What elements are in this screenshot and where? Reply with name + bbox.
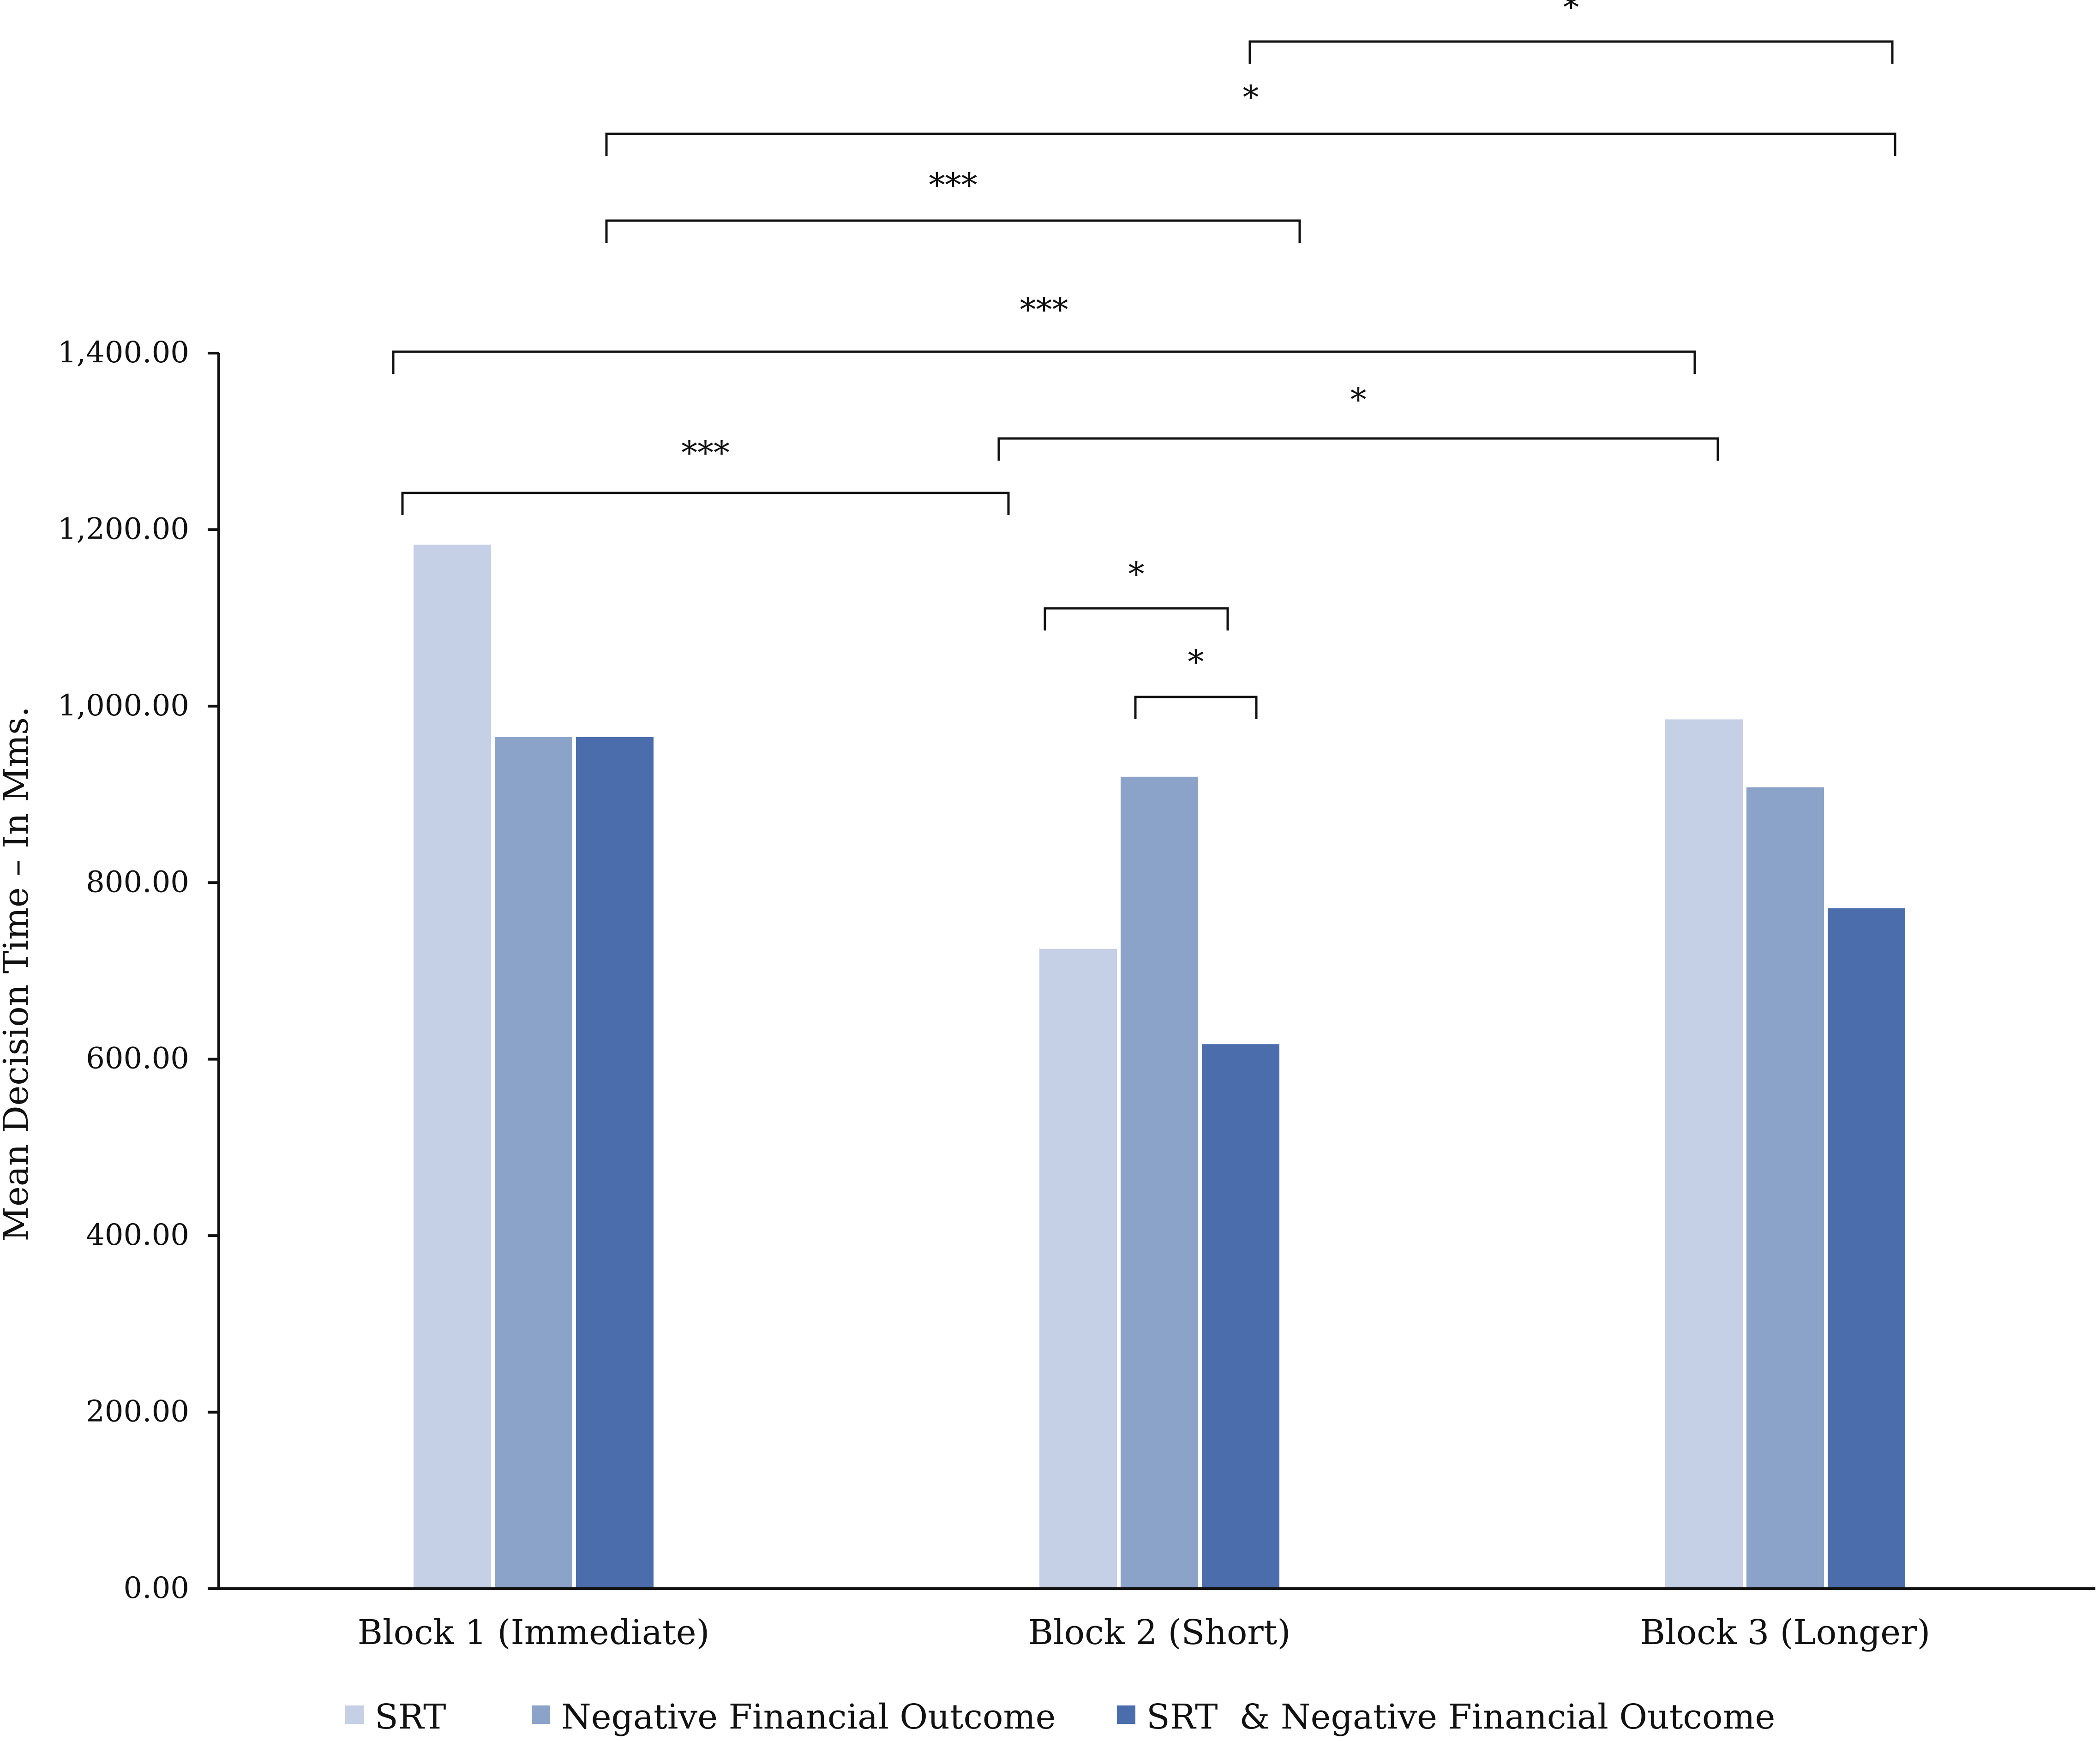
y-axis-ticks: 0.00 200.00 400.00 600.00 800.00 1,000.00 1,20… xyxy=(58,336,219,1605)
significance-label: *** xyxy=(929,166,978,204)
significance-bracket xyxy=(605,132,1896,156)
bar xyxy=(1121,776,1198,1589)
significance-label: * xyxy=(1563,0,1579,26)
bars xyxy=(414,544,1905,1589)
y-tick-label: 1,000.00 xyxy=(58,689,189,723)
bar xyxy=(1665,719,1743,1589)
significance-bracket xyxy=(1044,607,1229,630)
significance-bracket xyxy=(401,492,1010,515)
y-axis-title: Mean Decision Time – In Mms. xyxy=(0,706,36,1241)
significance-label: *** xyxy=(681,434,730,472)
x-category-label: Block 2 (Short) xyxy=(1028,1613,1291,1652)
y-tick-label: 800.00 xyxy=(86,865,189,899)
bar xyxy=(495,737,572,1589)
significance-label: *** xyxy=(1020,291,1068,329)
y-tick-label: 0.00 xyxy=(124,1571,190,1605)
legend-label: Negative Financial Outcome xyxy=(561,1697,1056,1737)
significance-label: * xyxy=(1188,643,1204,681)
significance-bracket xyxy=(392,350,1696,374)
legend-swatch xyxy=(345,1705,364,1724)
y-tick-label: 200.00 xyxy=(86,1395,189,1429)
significance-bracket xyxy=(605,219,1301,243)
y-tick-label: 600.00 xyxy=(86,1042,189,1076)
y-tick-label: 400.00 xyxy=(86,1218,189,1252)
bar xyxy=(1039,949,1117,1589)
x-category-label: Block 3 (Longer) xyxy=(1640,1613,1931,1652)
y-tick-label: 1,400.00 xyxy=(58,336,189,370)
bar xyxy=(576,737,654,1589)
significance-label: * xyxy=(1128,555,1145,593)
x-category-label: Block 1 (Immediate) xyxy=(358,1613,710,1652)
bar xyxy=(1828,908,1905,1589)
legend-swatch xyxy=(1117,1705,1135,1724)
bar xyxy=(1746,787,1824,1589)
significance-bracket xyxy=(1248,40,1894,64)
significance-bracket xyxy=(997,437,1719,461)
bar xyxy=(1202,1044,1279,1589)
legend-label: SRT & Negative Financial Outcome xyxy=(1146,1697,1775,1737)
y-tick-label: 1,200.00 xyxy=(58,512,189,546)
x-axis-category-labels: Block 1 (Immediate) Block 2 (Short) Block … xyxy=(358,1613,1931,1652)
significance-label: * xyxy=(1350,381,1367,419)
bar xyxy=(414,544,491,1589)
legend: SRT Negative Financial Outcome SRT & Negat… xyxy=(345,1697,1775,1737)
legend-label: SRT xyxy=(375,1697,446,1737)
significance-bracket xyxy=(1134,696,1258,719)
significance-brackets: ************** xyxy=(392,0,1896,719)
legend-swatch xyxy=(532,1705,550,1724)
significance-label: * xyxy=(1243,78,1259,116)
